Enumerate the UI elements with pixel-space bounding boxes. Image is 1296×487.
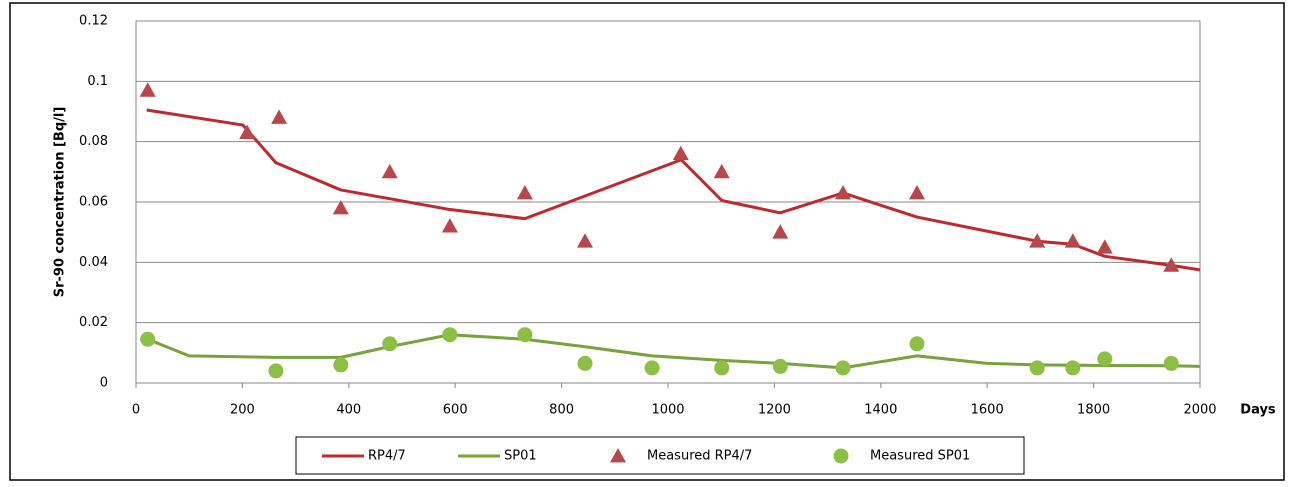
triangle-marker	[239, 124, 256, 140]
y-tick-label: 0.1	[87, 74, 108, 89]
y-tick-label: 0.12	[79, 14, 108, 29]
triangle-marker	[441, 218, 458, 233]
y-tick-label: 0	[100, 376, 108, 391]
triangle-marker	[577, 233, 594, 248]
circle-marker	[772, 358, 788, 374]
triangle-marker	[713, 163, 730, 179]
triangle-marker	[516, 184, 533, 200]
x-tick-label: 1400	[864, 403, 897, 418]
triangle-marker	[381, 163, 398, 179]
circle-marker	[644, 360, 660, 376]
x-tick-label: 600	[443, 403, 468, 418]
legend-label: Measured RP4/7	[647, 449, 752, 464]
x-tick-label: 400	[336, 403, 361, 418]
x-tick-label: 1200	[758, 403, 791, 418]
series-line	[146, 108, 1201, 272]
circle-marker	[442, 327, 458, 343]
triangle-marker	[1029, 233, 1046, 248]
triangle-marker	[271, 109, 288, 124]
triangle-marker	[672, 145, 689, 161]
x-tick-label: 1800	[1077, 403, 1110, 418]
circle-marker	[333, 357, 349, 373]
y-tick-label: 0.02	[79, 315, 108, 330]
y-axis-label: Sr-90 concentration [Bq/l]	[53, 107, 68, 298]
x-tick-label: 2000	[1183, 403, 1216, 418]
x-tick-label: 1600	[971, 403, 1004, 418]
y-tick-label: 0.04	[79, 255, 108, 270]
series-line	[147, 333, 1201, 370]
triangle-marker	[139, 82, 156, 97]
x-tick-label: 800	[549, 403, 574, 418]
x-tick-label: 200	[230, 403, 255, 418]
circle-marker	[140, 331, 156, 347]
triangle-marker	[835, 184, 852, 200]
triangle-marker	[1064, 233, 1081, 248]
legend-label: SP01	[504, 449, 537, 464]
legend-swatch	[833, 448, 849, 464]
triangle-marker	[908, 184, 925, 200]
triangle-marker	[332, 200, 349, 215]
circle-marker	[382, 336, 398, 352]
circle-marker	[1029, 360, 1045, 376]
circle-marker	[577, 355, 593, 371]
legend-box	[295, 436, 1025, 475]
circle-marker	[714, 360, 730, 376]
y-tick-label: 0.06	[79, 195, 108, 210]
triangle-marker	[1163, 257, 1180, 272]
circle-marker	[835, 360, 851, 376]
circle-marker	[1163, 355, 1179, 371]
x-tick-label: 1000	[651, 403, 684, 418]
circle-marker	[1097, 351, 1113, 367]
y-tick-label: 0.08	[79, 134, 108, 149]
circle-marker	[517, 327, 533, 343]
x-tick-label: 0	[132, 403, 140, 418]
x-axis-label: Days	[1240, 403, 1276, 418]
circle-marker	[268, 363, 284, 379]
legend-label: RP4/7	[368, 449, 406, 464]
legend-swatch	[610, 448, 626, 463]
circle-marker	[1065, 360, 1081, 376]
triangle-marker	[1096, 239, 1113, 254]
legend-label: Measured SP01	[870, 449, 970, 464]
triangle-marker	[772, 224, 789, 239]
circle-marker	[909, 336, 925, 352]
